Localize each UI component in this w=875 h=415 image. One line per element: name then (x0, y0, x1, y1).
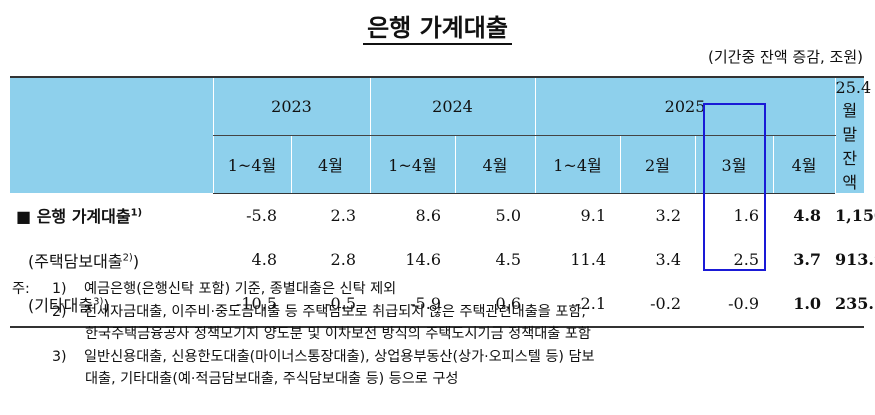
table-row: (주택담보대출2)) 4.8 2.8 14.6 4.5 11.4 3.4 2.5… (10, 238, 875, 282)
cell: -0.9 (695, 281, 773, 328)
cell: -5.8 (246, 206, 277, 225)
header-2023-jan-apr: 1~4월 (212, 135, 291, 194)
cell-balance: 235.3 (835, 281, 875, 328)
cell: -0.5 (291, 281, 370, 328)
cell: 2.8 (330, 250, 356, 269)
header-year-2024: 2024 (369, 76, 535, 137)
header-blank (10, 76, 213, 193)
header-year-2025: 2025 (534, 76, 836, 137)
cell: 8.6 (415, 206, 441, 225)
row-label: (기타대출3)) (10, 281, 213, 328)
footnotes: 주: 1) 예금은행(은행신탁 포함) 기준, 종별대출은 신탁 제외 2) 전… (12, 278, 872, 391)
cell: 11.4 (570, 250, 606, 269)
cell-highlight: 3.7 (793, 250, 822, 269)
cell: 5.0 (495, 206, 521, 225)
row-label: ■ 은행 가계대출1) (16, 207, 143, 227)
cell: 4.5 (495, 250, 521, 269)
header-2025-feb: 2월 (619, 135, 695, 194)
cell-balance: 1,150.1 (835, 205, 875, 225)
cell: 1.6 (733, 206, 759, 225)
cell: 2.5 (733, 250, 759, 269)
footnote-1: 주: 1) 예금은행(은행신탁 포함) 기준, 종별대출은 신탁 제외 (12, 281, 397, 297)
footnote-2: 2) 전세자금대출, 이주비·중도금대출 등 주택담보로 취급되지 않은 주택관… (52, 303, 586, 320)
cell: -5.9 (370, 281, 455, 328)
cell: 9.1 (580, 206, 606, 225)
header-2023-apr: 4월 (290, 135, 370, 194)
header-2025-mar: 3월 (694, 135, 773, 194)
cell: 14.6 (405, 250, 441, 269)
footnote-2-cont: 한국주택금융공사 정책모기지 양도분 및 이차보전 방식의 주택도시기금 정책대… (85, 326, 591, 342)
cell: 3.4 (655, 250, 681, 269)
cell: -10.5 (213, 281, 291, 328)
header-year-2023: 2023 (212, 76, 370, 137)
footnote-3: 3) 일반신용대출, 신용한도대출(마이너스통장대출), 상업용부동산(상가·오… (52, 348, 595, 365)
cell: -0.2 (620, 281, 695, 328)
page-title: 은행 가계대출 (0, 8, 875, 45)
cell: -2.1 (535, 281, 620, 328)
cell: 2.3 (330, 206, 356, 225)
cell: 4.8 (251, 250, 277, 269)
header-2024-apr: 4월 (454, 135, 535, 194)
cell: 0.6 (455, 281, 535, 328)
cell-highlight: 4.8 (793, 206, 822, 225)
header-balance: 25.4월말 잔액 (834, 76, 872, 193)
loan-table: 2023 2024 2025 25.4월말 잔액 1~4월 4월 1~4월 4월… (10, 76, 875, 328)
cell-balance: 913.9 (835, 250, 875, 269)
footnote-3-cont: 대출, 기타대출(예·적금담보대출, 주식담보대출 등) 등으로 구성 (85, 371, 459, 387)
header-2025-apr: 4월 (772, 135, 836, 194)
header-2025-jan-apr: 1~4월 (534, 135, 620, 194)
unit-note: (기간중 잔액 증감, 조원) (708, 48, 863, 66)
row-label: (주택담보대출2)) (28, 251, 140, 271)
cell: 3.2 (655, 206, 681, 225)
table-row: ■ 은행 가계대출1) -5.8 2.3 8.6 5.0 9.1 3.2 1.6… (10, 193, 875, 238)
header-2024-jan-apr: 1~4월 (369, 135, 455, 194)
cell-highlight: 1.0 (773, 281, 836, 328)
table-row: (기타대출3)) -10.5 -0.5 -5.9 0.6 -2.1 -0.2 -… (10, 281, 875, 328)
